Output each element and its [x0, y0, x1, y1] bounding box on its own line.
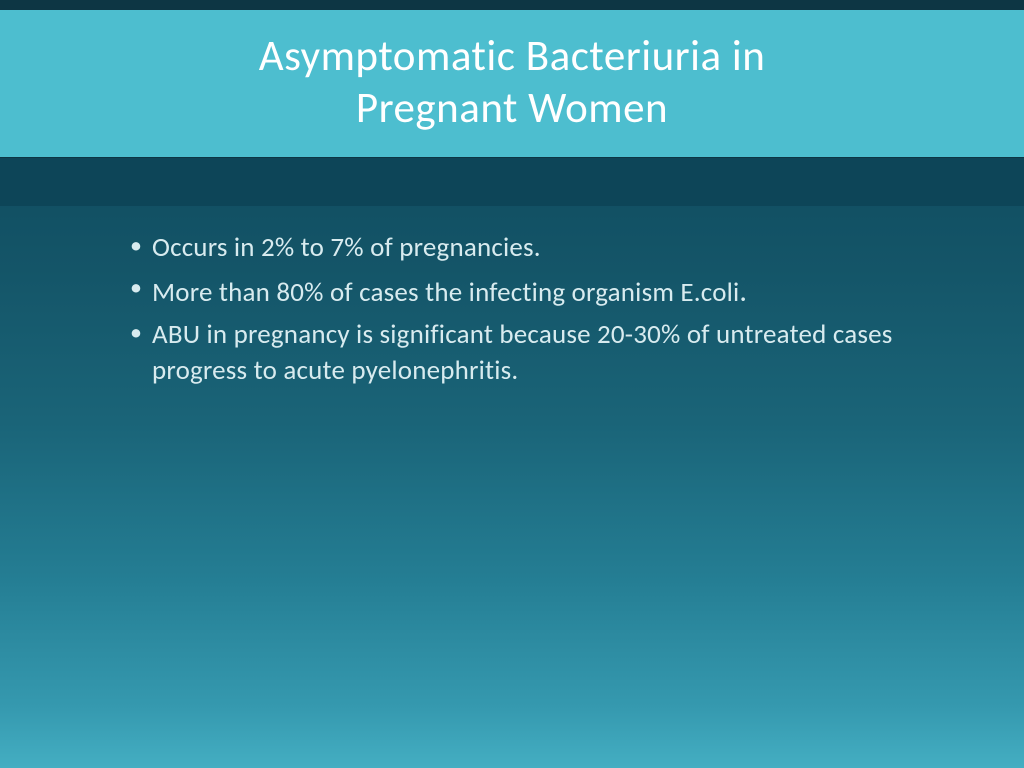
title-line-1: Asymptomatic Bacteriuria in [259, 29, 766, 82]
bullet-item: ABU in pregnancy is significant because … [130, 317, 914, 388]
slide-top-border [0, 0, 1024, 10]
bullet-item: Occurs in 2% to 7% of pregnancies. [130, 230, 914, 266]
bullet-text: More than 80% of cases the infecting org… [152, 276, 739, 309]
bullet-text: Occurs in 2% to 7% of pregnancies. [152, 231, 541, 264]
slide-content-area: Occurs in 2% to 7% of pregnancies. More … [0, 206, 1024, 388]
slide-divider [0, 158, 1024, 206]
slide-title-bar: Asymptomatic Bacteriuria in Pregnant Wom… [0, 10, 1024, 158]
bullet-period: . [739, 273, 747, 310]
bullet-item: More than 80% of cases the infecting org… [130, 272, 914, 312]
bullet-list: Occurs in 2% to 7% of pregnancies. More … [130, 230, 914, 388]
slide-title: Asymptomatic Bacteriuria in Pregnant Wom… [40, 30, 984, 133]
title-line-2: Pregnant Women [356, 81, 668, 134]
bullet-text: ABU in pregnancy is significant because … [152, 318, 893, 387]
